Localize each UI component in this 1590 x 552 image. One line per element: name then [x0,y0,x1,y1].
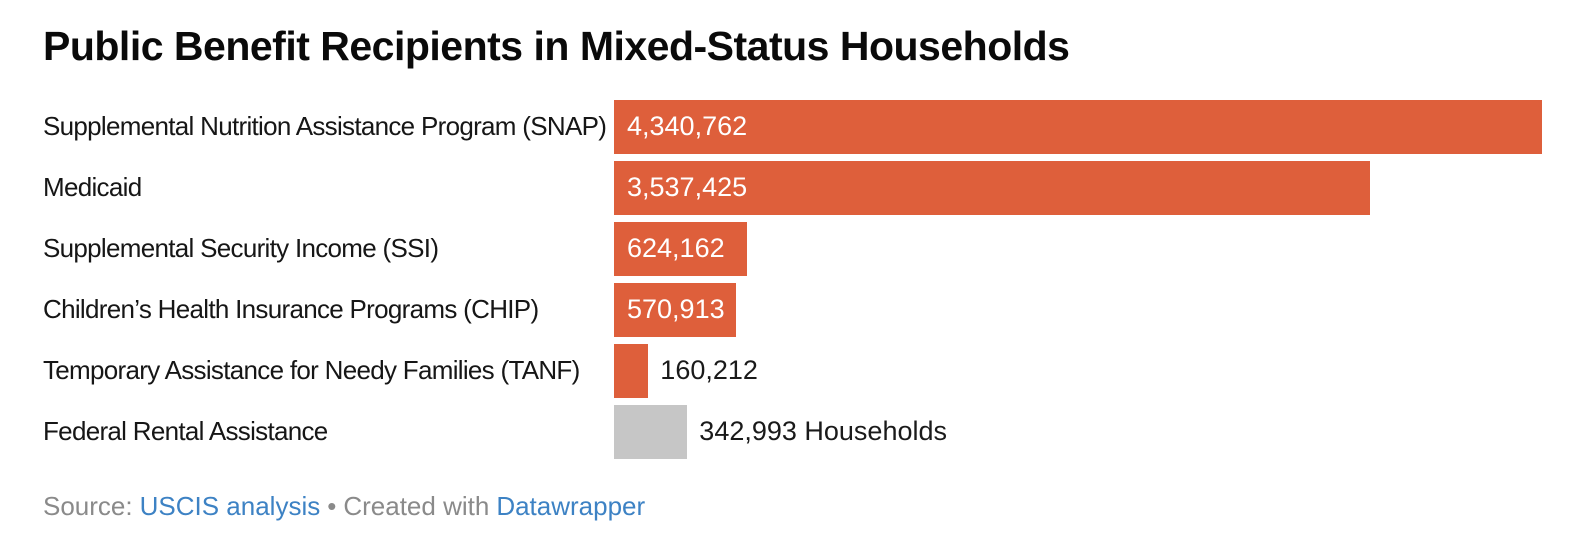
category-label: Federal Rental Assistance [43,416,328,446]
bar-area: 570,913 [614,282,737,337]
bar [614,404,688,459]
chart-row: Children’s Health Insurance Programs (CH… [0,279,1590,340]
chart-row: Federal Rental Assistance 342,993 Househo… [0,401,1590,462]
chart-row: Supplemental Nutrition Assistance Progra… [0,96,1590,157]
value-label: 342,993 Households [699,416,947,446]
bar-chart: Supplemental Nutrition Assistance Progra… [0,96,1590,462]
value-label: 624,162 [627,233,725,263]
bar-area: 342,993 Households [614,404,947,459]
source-link[interactable]: USCIS analysis [139,491,321,521]
bar-area: 4,340,762 [614,99,1542,154]
category-label: Supplemental Nutrition Assistance Progra… [43,111,607,141]
bar-area: 624,162 [614,221,748,276]
created-with-label: Created with [343,491,490,521]
chart-footer: Source: USCIS analysis • Created with Datawr… [43,491,645,522]
bar [614,343,649,398]
value-label: 3,537,425 [627,172,748,202]
bar-area: 160,212 [614,343,758,398]
category-label: Supplemental Security Income (SSI) [43,233,439,263]
bar: 570,913 [614,282,737,337]
value-label: 570,913 [627,294,725,324]
chart-row: Temporary Assistance for Needy Families … [0,340,1590,401]
bar-area: 3,537,425 [614,160,1371,215]
bar: 624,162 [614,221,748,276]
bullet-separator: • [327,491,337,521]
chart-title: Public Benefit Recipients in Mixed-Statu… [43,23,1070,69]
chart-row: Medicaid 3,537,425 [0,157,1590,218]
bar: 4,340,762 [614,99,1542,154]
bar: 3,537,425 [614,160,1371,215]
source-prefix-label: Source: [43,491,133,521]
value-label: 4,340,762 [627,111,748,141]
category-label: Medicaid [43,172,142,202]
chart-row: Supplemental Security Income (SSI) 624,16… [0,218,1590,279]
category-label: Temporary Assistance for Needy Families … [43,355,580,385]
datawrapper-link[interactable]: Datawrapper [496,491,646,521]
category-label: Children’s Health Insurance Programs (CH… [43,294,539,324]
value-label: 160,212 [660,355,758,385]
